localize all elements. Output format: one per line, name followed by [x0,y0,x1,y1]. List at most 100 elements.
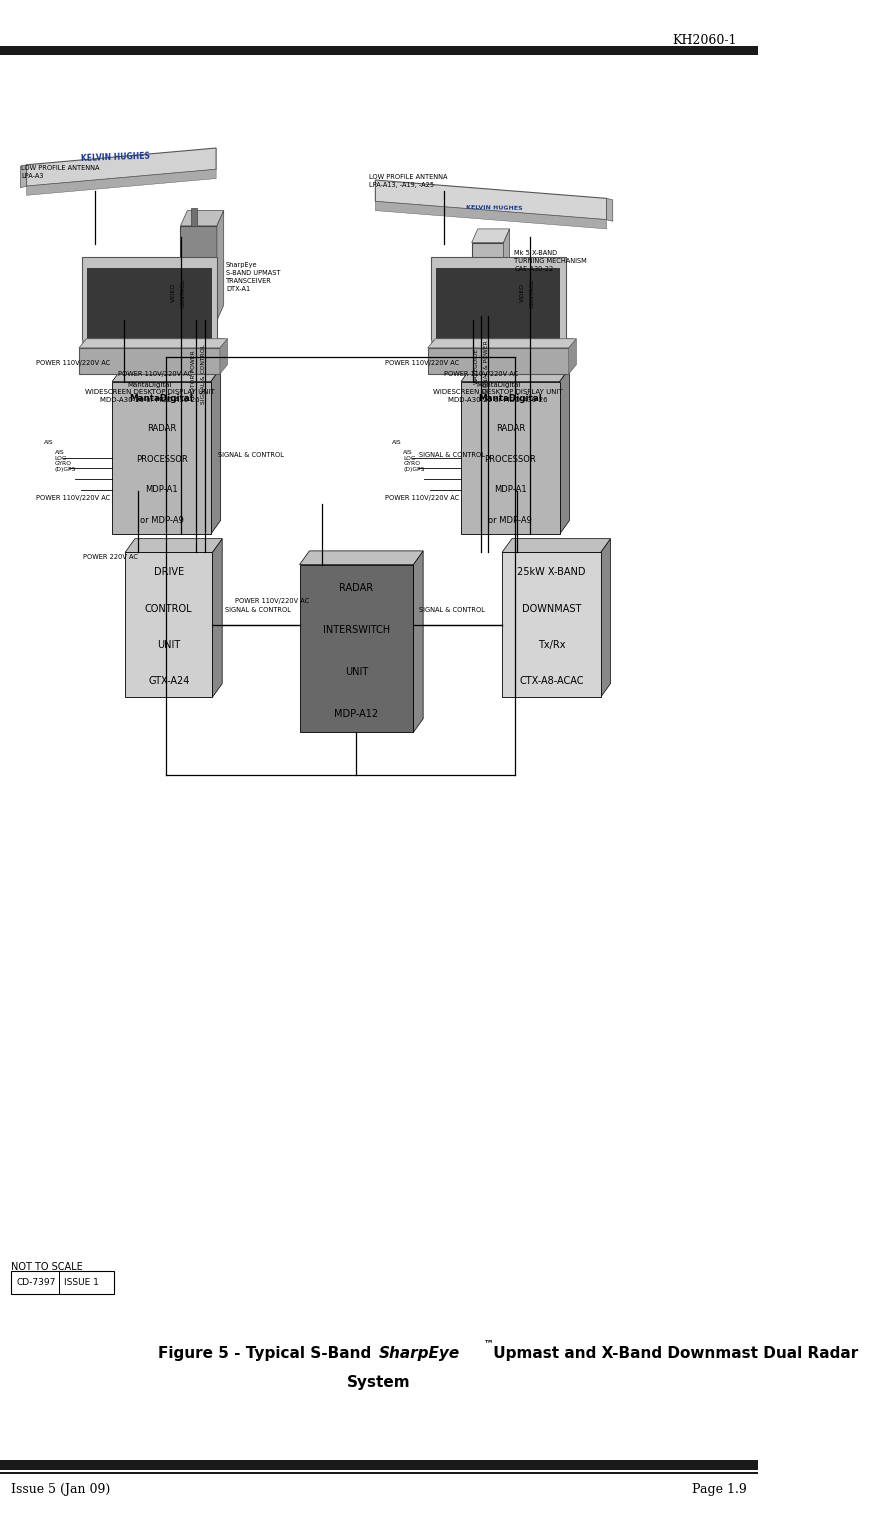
Text: RADAR: RADAR [496,424,525,433]
Text: POWER 110V/220V AC: POWER 110V/220V AC [385,494,460,501]
Text: UNIT: UNIT [157,639,180,650]
Text: Page 1.9: Page 1.9 [692,1483,747,1495]
Text: MantaDigital
WIDESCREEN DESKTOP DISPLAY UNIT
MDD-A30-20 or MDD-A30-26: MantaDigital WIDESCREEN DESKTOP DISPLAY … [85,382,214,403]
Text: SIGNAL & CONTROL: SIGNAL & CONTROL [419,607,485,613]
Polygon shape [79,339,227,348]
Text: DOWNMAST: DOWNMAST [522,604,581,613]
Text: AIS: AIS [44,439,54,446]
Polygon shape [180,211,224,226]
Bar [11,1271,114,1294]
Text: MOTOR POWER: MOTOR POWER [191,351,196,397]
Polygon shape [431,339,574,348]
Text: AIS
LOG
GYRO
(D)GPS: AIS LOG GYRO (D)GPS [55,450,76,472]
Text: UNIT: UNIT [345,667,368,676]
Text: AIS
LOG
GYRO
(D)GPS: AIS LOG GYRO (D)GPS [403,450,425,472]
Polygon shape [376,201,606,229]
Text: VIDEO: VIDEO [171,284,177,302]
Polygon shape [560,368,569,534]
Text: AIS: AIS [392,439,402,446]
Text: MantaDigital
WIDESCREEN DESKTOP DISPLAY UNIT
MDD-A30-20 or MDD-A30-26: MantaDigital WIDESCREEN DESKTOP DISPLAY … [433,382,563,403]
Text: CTX-A8-ACAC: CTX-A8-ACAC [519,676,583,687]
Bar [436,269,560,343]
Text: Upmast and X-Band Downmast Dual Radar: Upmast and X-Band Downmast Dual Radar [488,1346,857,1361]
Text: ISSUE 1: ISSUE 1 [65,1279,99,1286]
Polygon shape [27,148,216,186]
Text: Issue 5 (Jan 09): Issue 5 (Jan 09) [11,1483,110,1495]
Text: SIGNAL & CONTROL: SIGNAL & CONTROL [201,343,206,404]
Bar [192,208,197,226]
Bar [431,258,566,348]
Polygon shape [600,539,611,697]
Polygon shape [126,539,222,552]
Polygon shape [210,368,221,534]
Polygon shape [212,539,222,697]
Text: SharpEye: SharpEye [379,1346,461,1361]
Text: SIGNAL & CONTROL: SIGNAL & CONTROL [225,607,291,613]
Polygon shape [20,165,27,188]
Text: POWER 110V/220V AC: POWER 110V/220V AC [118,371,192,377]
Bar [82,340,217,348]
Polygon shape [300,551,423,565]
Text: System: System [347,1375,411,1390]
Polygon shape [217,211,224,320]
Bar [79,348,220,374]
Text: SIGNAL & CONTROL: SIGNAL & CONTROL [419,452,485,458]
Bar [300,565,414,732]
Text: ™: ™ [484,1338,493,1347]
Text: GTX-A24: GTX-A24 [148,676,189,687]
Text: 25kW X-BAND: 25kW X-BAND [517,568,585,577]
Text: POWER 110V/220V AC: POWER 110V/220V AC [235,598,309,604]
Text: SharpEye
S-BAND UPMAST
TRANSCEIVER
DTX-A1: SharpEye S-BAND UPMAST TRANSCEIVER DTX-A… [226,262,280,291]
Bar [0,1471,758,1474]
Text: MantaDigital: MantaDigital [130,394,194,403]
Bar [431,340,566,348]
Text: VIDEO: VIDEO [520,284,525,302]
Text: WAVEGUIDE: WAVEGUIDE [474,348,478,385]
Bar [428,348,568,374]
Polygon shape [472,229,509,243]
Bar [112,382,210,534]
Text: CONTROL: CONTROL [180,278,186,308]
Polygon shape [461,368,569,382]
Text: SIGNAL & CONTROL: SIGNAL & CONTROL [217,452,284,458]
Text: PROCESSOR: PROCESSOR [484,455,537,464]
Polygon shape [502,539,611,552]
Text: CONTROL: CONTROL [145,604,193,613]
Text: RADAR: RADAR [339,583,373,592]
Text: or MDP-A9: or MDP-A9 [489,516,532,525]
Bar [82,258,217,348]
Bar [180,226,217,320]
Text: Figure 5 - Typical S-Band: Figure 5 - Typical S-Band [158,1346,377,1361]
Text: MDP-A12: MDP-A12 [334,708,378,719]
Text: MDP-A1: MDP-A1 [145,485,178,494]
Polygon shape [376,180,606,220]
Text: KELVIN HUGHES: KELVIN HUGHES [80,151,150,163]
Bar [0,1460,758,1470]
Text: POWER 110V/220V AC: POWER 110V/220V AC [36,494,110,501]
Bar [461,382,560,534]
Bar [472,243,504,316]
Text: MDP-A1: MDP-A1 [494,485,527,494]
Text: SIGNAL & POWER: SIGNAL & POWER [484,340,489,392]
Text: NOT TO SCALE: NOT TO SCALE [11,1262,83,1271]
Text: Mk 5 X-BAND
TURNING MECHANISM
CAE-A30-22: Mk 5 X-BAND TURNING MECHANISM CAE-A30-22 [514,250,587,272]
Bar [126,552,212,697]
Text: LOW PROFILE ANTENNA
LPA-A3: LOW PROFILE ANTENNA LPA-A3 [21,165,100,179]
Text: MantaDigital: MantaDigital [478,394,542,403]
Text: RADAR: RADAR [147,424,176,433]
Polygon shape [220,339,227,374]
Polygon shape [428,339,576,348]
Text: CD-7397: CD-7397 [17,1279,56,1286]
Polygon shape [82,339,225,348]
Text: KELVIN HUGHES: KELVIN HUGHES [466,204,522,211]
Text: PROCESSOR: PROCESSOR [135,455,187,464]
Text: INTERSWITCH: INTERSWITCH [323,624,390,635]
Polygon shape [112,368,221,382]
Text: CONTROL: CONTROL [530,278,534,308]
Text: DRIVE: DRIVE [154,568,184,577]
Text: POWER 220V AC: POWER 220V AC [83,554,139,560]
Bar [88,269,211,343]
Bar [59,1271,60,1294]
Bar [502,552,600,697]
Polygon shape [568,339,576,374]
